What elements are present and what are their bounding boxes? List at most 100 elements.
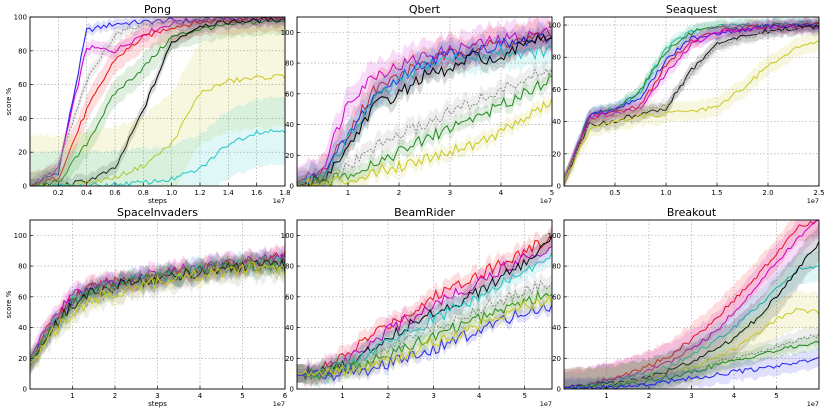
panel-breakout: 1 2 3 4 5 0 20 40 60 80 100 Breakout 1e7 [548,206,820,408]
x-tick-label: 4 [732,392,737,400]
x-tick-label: 3 [431,392,435,400]
series-line-magenta [564,220,819,389]
y-axis-label: score % [5,290,13,318]
y-tick-label: 0 [290,386,294,394]
x-exponent-label: 1e7 [273,197,285,205]
y-axis-label: score % [5,87,13,115]
series-line-magenta [297,246,552,377]
series-line-black [297,236,552,381]
x-tick-label: 2.0 [762,189,773,197]
plot-area [30,17,285,186]
band-black [564,223,819,389]
y-tick-label: 0 [23,386,27,394]
x-tick-label: 6 [283,392,288,400]
band-magenta [30,17,285,186]
y-tick-label: 60 [18,293,27,301]
band-black [297,26,552,186]
panel-seaquest: 0.5 1.0 1.5 2.0 2.5 0 20 40 60 80 100 Seaquest 1e7 [548,3,825,205]
band-yellow [297,288,552,384]
band-cyan [30,95,285,186]
panel-pong: 0.2 0.4 0.6 0.8 1.0 1.2 1.4 1.6 1.8020406080100P… [5,3,291,205]
y-tick-label: 20 [552,355,561,363]
plot-area [30,241,285,376]
x-tick-label: 5 [550,189,554,197]
x-tick-label: 1.0 [660,189,671,197]
series-line-green [297,75,552,186]
series-line-green [564,22,819,182]
panel-title: Pong [144,3,171,16]
y-tick-label: 0 [557,386,561,394]
panel-title: Qbert [409,3,441,16]
y-tick-label: 60 [285,293,294,301]
x-tick-label: 1.8 [279,189,290,197]
x-tick-label: 2 [647,392,651,400]
x-tick-label: 3 [155,392,159,400]
x-tick-label: 5 [522,392,526,400]
y-tick-label: 20 [552,150,561,158]
series-line-yellow [564,39,819,182]
x-tick-label: 0.2 [53,189,64,197]
series-line-yellow [297,294,552,378]
x-tick-label: 4 [198,392,203,400]
x-tick-label: 1 [70,392,74,400]
x-tick-label: 0.8 [138,189,149,197]
y-tick-label: 40 [552,118,561,126]
x-tick-label: 2 [113,392,117,400]
band-black [30,250,285,374]
band-red [564,220,819,389]
series-line-red [30,17,285,186]
series-line-gray [30,17,285,186]
x-tick-label: 2 [397,189,401,197]
y-tick-label: 80 [285,263,294,271]
panel-beamrider: 1 2 3 4 5 0 20 40 60 80 100 BeamRider 1e7 [281,206,553,408]
series-line-yellow [297,98,552,186]
x-tick-label: 4 [499,189,504,197]
y-tick-label: 100 [281,29,294,37]
band-gray [30,17,285,186]
panel-title: Seaquest [666,3,718,16]
y-tick-label: 80 [18,47,27,55]
band-black [564,18,819,186]
series-line-black [30,258,285,365]
panel-title: BeamRider [394,206,455,219]
band-cyan [564,250,819,389]
band-magenta [297,237,552,385]
x-tick-label: 1.0 [166,189,177,197]
panel-title: SpaceInvaders [117,206,198,219]
series-line-gray [30,261,285,364]
series-line-gray [564,26,819,182]
band-blue [30,17,285,186]
series-line-green [30,18,285,186]
x-exponent-label: 1e7 [540,400,552,408]
y-tick-label: 60 [18,81,27,89]
series-line-blue [297,303,552,382]
x-exponent-label: 1e7 [540,197,552,205]
x-tick-label: 3 [689,392,693,400]
x-exponent-label: 1e7 [807,400,819,408]
y-tick-label: 40 [18,115,27,123]
y-tick-label: 80 [285,60,294,68]
x-axis-label: steps [148,197,167,205]
x-tick-label: 1.2 [194,189,205,197]
y-tick-label: 40 [18,324,27,332]
band-yellow [30,23,285,186]
band-green [30,251,285,373]
band-green [297,282,552,389]
y-tick-label: 40 [285,121,294,129]
series-line-black [564,241,819,389]
series-line-yellow [30,261,285,365]
band-gray [297,59,552,186]
plot-area [297,225,552,389]
panel-title: Breakout [667,206,717,219]
y-tick-label: 20 [285,355,294,363]
x-tick-label: 1.4 [223,189,235,197]
series-line-gray [297,67,552,186]
band-yellow [564,289,819,389]
y-tick-label: 60 [552,86,561,94]
band-green [564,333,819,389]
band-gray [564,324,819,389]
band-gray [30,249,285,376]
x-tick-label: 1 [340,392,344,400]
y-tick-label: 20 [285,152,294,160]
y-tick-label: 100 [548,22,561,30]
